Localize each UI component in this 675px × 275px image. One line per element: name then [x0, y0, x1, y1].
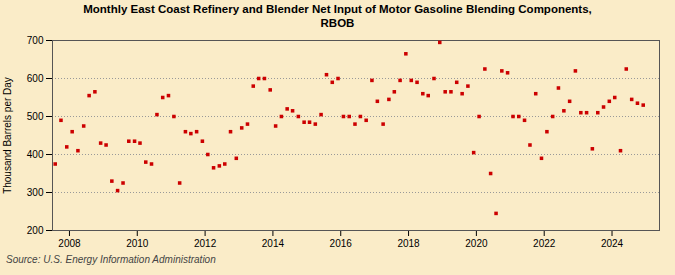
html-text:Monthly East Coast Refinery an: Monthly East Coast Refinery and Blender …	[83, 3, 592, 29]
svg-text:2024: 2024	[601, 238, 624, 249]
html-text:Source: U.S. Energy Informatio: Source: U.S. Energy Information Administ…	[6, 254, 216, 265]
svg-text:2016: 2016	[330, 238, 353, 249]
svg-text:300: 300	[27, 187, 44, 198]
svg-text:2018: 2018	[397, 238, 420, 249]
svg-text:400: 400	[27, 149, 44, 160]
svg-text:200: 200	[27, 225, 44, 236]
svg-text:600: 600	[27, 73, 44, 84]
svg-text:2008: 2008	[58, 238, 81, 249]
svg-text:2010: 2010	[126, 238, 149, 249]
svg-text:700: 700	[27, 35, 44, 46]
svg-text:2014: 2014	[262, 238, 285, 249]
svg-text:2020: 2020	[465, 238, 488, 249]
svg-text:2012: 2012	[194, 238, 217, 249]
svg-text:2022: 2022	[533, 238, 556, 249]
svg-text:500: 500	[27, 111, 44, 122]
svg-text:Thousand Barrels per Day: Thousand Barrels per Day	[2, 77, 13, 194]
